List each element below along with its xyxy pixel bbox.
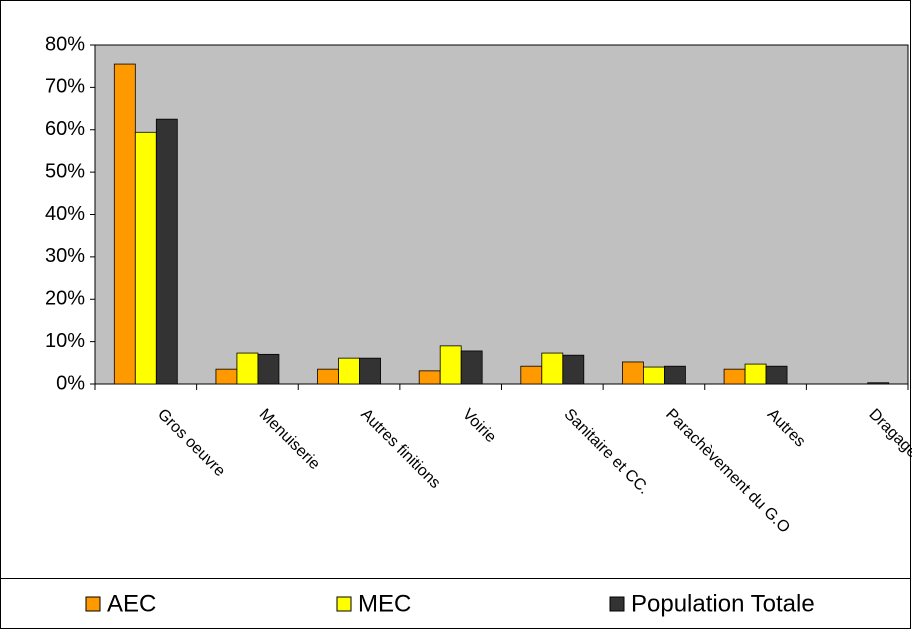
legend-label: MEC (358, 590, 411, 617)
bar (622, 361, 644, 385)
bar (317, 368, 339, 385)
bar (257, 353, 280, 385)
bar (439, 345, 462, 385)
bar (460, 350, 483, 385)
bar (236, 352, 259, 385)
y-tick-label: 10% (45, 330, 85, 352)
legend-swatch (609, 596, 625, 612)
legend-swatch (336, 596, 352, 612)
y-tick-label: 40% (45, 203, 85, 225)
bar (765, 365, 788, 385)
bar (867, 382, 890, 385)
bar (744, 363, 767, 385)
legend-label: Population Totale (631, 590, 815, 617)
bar (359, 357, 381, 385)
bar (155, 118, 178, 385)
y-tick-label: 0% (56, 372, 85, 394)
y-tick-label: 80% (45, 33, 85, 55)
bar (643, 366, 665, 385)
y-tick-label: 20% (45, 288, 85, 310)
y-tick-label: 60% (45, 118, 85, 140)
bar (418, 370, 441, 385)
bar (562, 354, 585, 385)
bar (113, 63, 136, 385)
y-tick-label: 50% (45, 160, 85, 182)
bar (134, 131, 157, 385)
bar (520, 365, 543, 385)
bar (541, 352, 564, 385)
y-tick-label: 70% (45, 76, 85, 98)
bar (215, 368, 238, 385)
bar (664, 365, 686, 385)
bar (723, 368, 746, 385)
y-tick-label: 30% (45, 245, 85, 267)
legend-label: AEC (107, 590, 156, 617)
plot-area (94, 44, 909, 385)
legend-swatch (85, 596, 101, 612)
bar (338, 357, 360, 385)
